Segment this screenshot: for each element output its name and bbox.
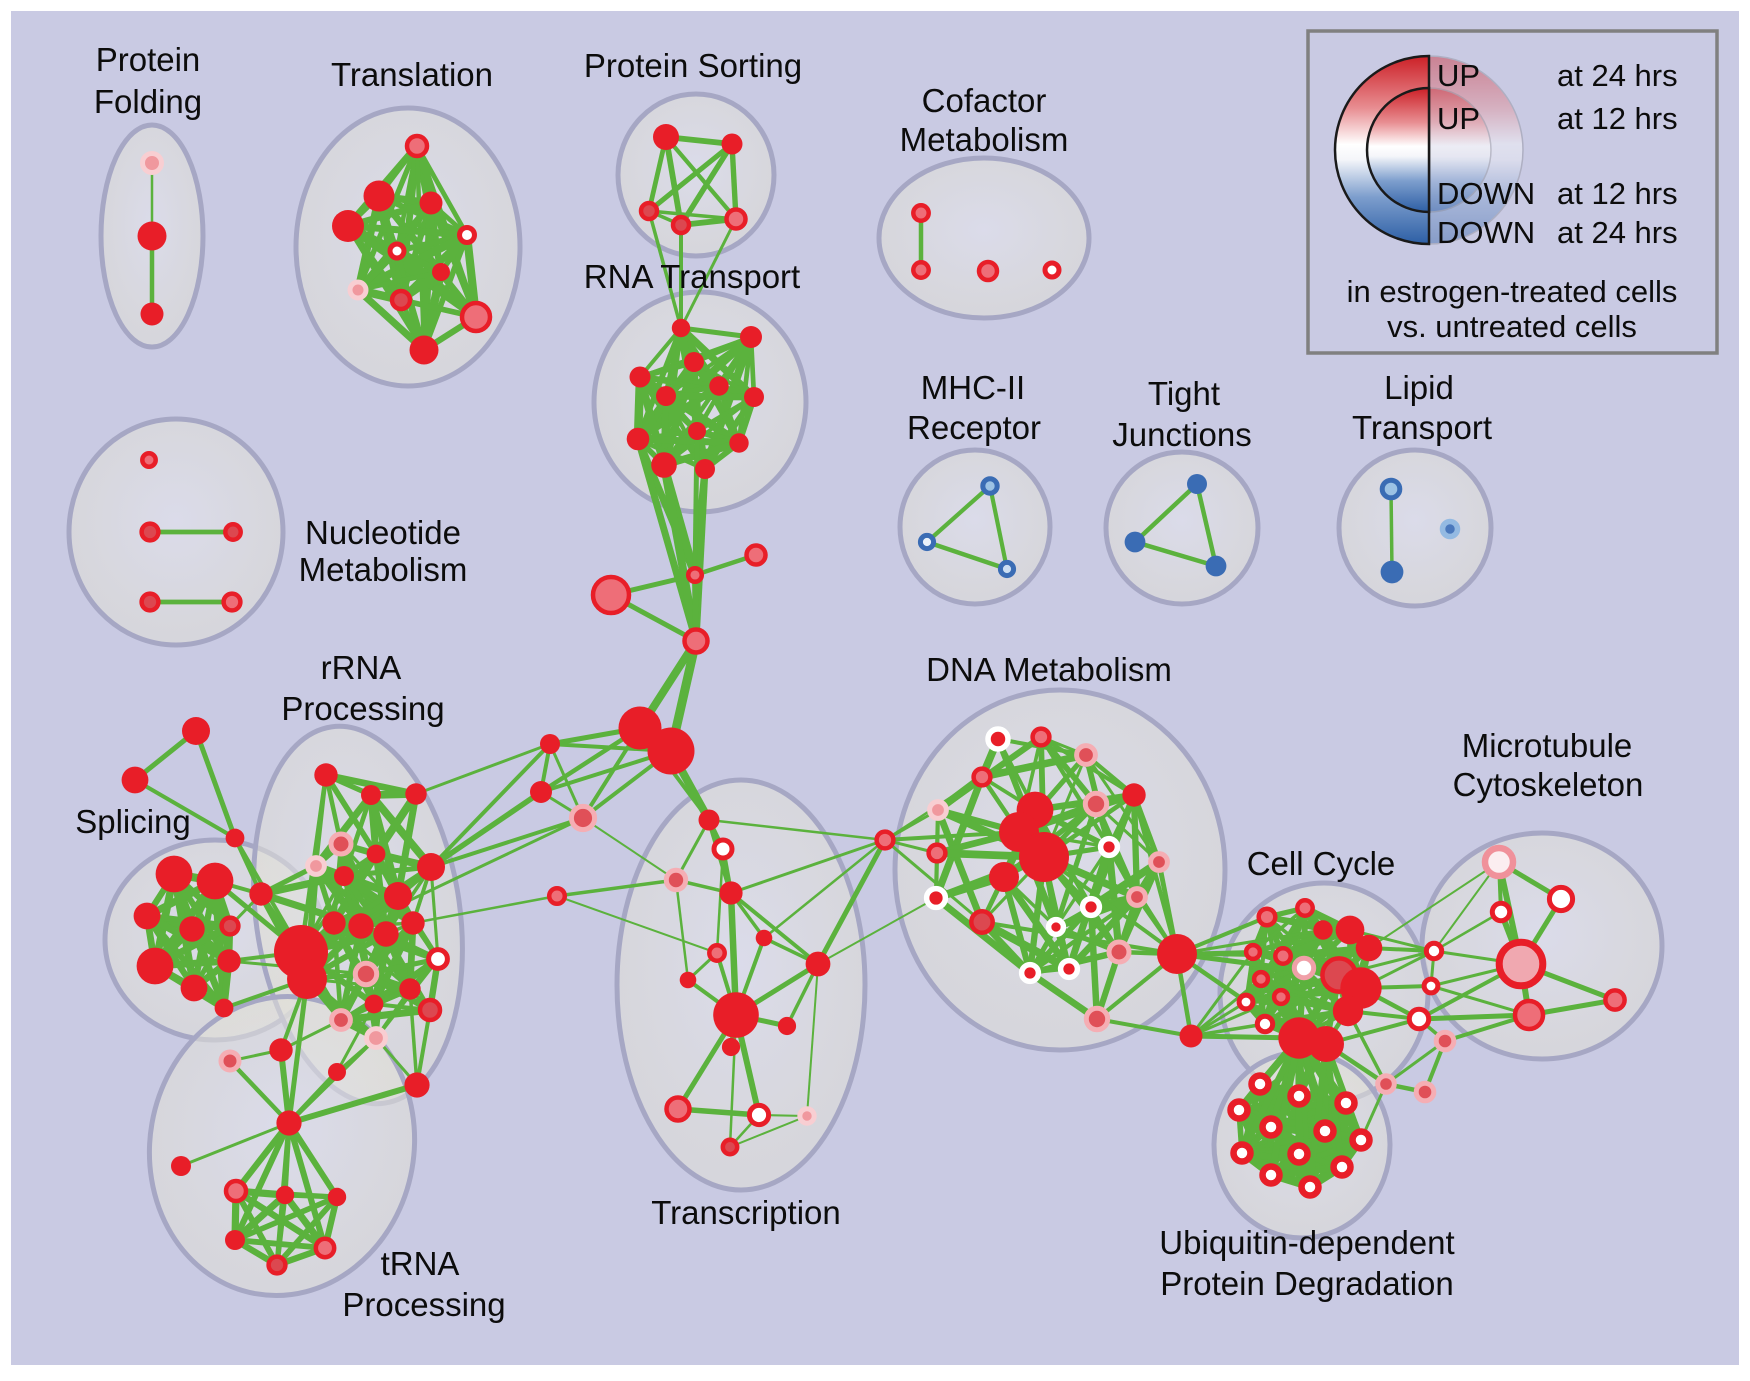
svg-text:at 12 hrs: at 12 hrs: [1557, 176, 1678, 211]
svg-text:Ubiquitin-dependent: Ubiquitin-dependent: [1159, 1224, 1454, 1261]
svg-text:Receptor: Receptor: [907, 409, 1041, 446]
svg-text:at 24 hrs: at 24 hrs: [1557, 58, 1678, 93]
svg-text:Metabolism: Metabolism: [900, 121, 1069, 158]
svg-text:Protein Degradation: Protein Degradation: [1160, 1265, 1454, 1302]
svg-text:tRNA: tRNA: [381, 1245, 460, 1282]
svg-text:MHC-II: MHC-II: [921, 369, 1025, 406]
svg-text:Processing: Processing: [281, 690, 444, 727]
svg-text:Metabolism: Metabolism: [299, 551, 468, 588]
svg-text:Cofactor: Cofactor: [922, 82, 1047, 119]
svg-text:Folding: Folding: [94, 83, 202, 120]
svg-text:Cell Cycle: Cell Cycle: [1247, 845, 1396, 882]
svg-text:Protein Sorting: Protein Sorting: [584, 47, 802, 84]
svg-text:Junctions: Junctions: [1112, 416, 1251, 453]
svg-text:Protein: Protein: [96, 41, 201, 78]
svg-text:rRNA: rRNA: [321, 649, 402, 686]
svg-text:Microtubule: Microtubule: [1462, 727, 1633, 764]
svg-text:DOWN: DOWN: [1437, 215, 1535, 250]
svg-text:Cytoskeleton: Cytoskeleton: [1453, 766, 1644, 803]
svg-text:at 24 hrs: at 24 hrs: [1557, 215, 1678, 250]
svg-text:Processing: Processing: [342, 1286, 505, 1323]
svg-text:Transport: Transport: [1352, 409, 1492, 446]
svg-text:Transcription: Transcription: [651, 1194, 841, 1231]
svg-text:DNA Metabolism: DNA Metabolism: [926, 651, 1172, 688]
svg-text:Lipid: Lipid: [1384, 369, 1454, 406]
svg-text:Nucleotide: Nucleotide: [305, 514, 461, 551]
svg-text:Splicing: Splicing: [75, 803, 191, 840]
svg-text:in estrogen-treated cells: in estrogen-treated cells: [1347, 274, 1678, 309]
svg-text:DOWN: DOWN: [1437, 176, 1535, 211]
svg-text:UP: UP: [1437, 58, 1480, 93]
svg-text:vs. untreated cells: vs. untreated cells: [1387, 309, 1637, 344]
svg-text:RNA Transport: RNA Transport: [584, 258, 800, 295]
svg-text:UP: UP: [1437, 101, 1480, 136]
svg-text:Tight: Tight: [1148, 375, 1220, 412]
svg-text:Translation: Translation: [331, 56, 493, 93]
svg-text:at 12 hrs: at 12 hrs: [1557, 101, 1678, 136]
